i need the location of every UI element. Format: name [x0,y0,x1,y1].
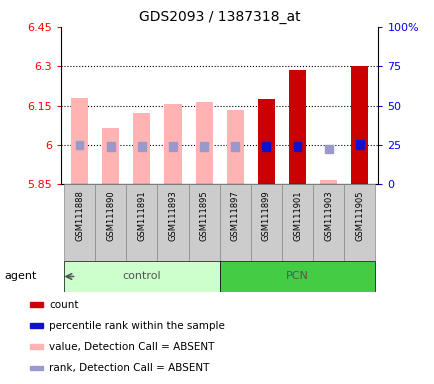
Text: GSM111890: GSM111890 [106,190,115,241]
Bar [64,184,95,261]
Bar [30,366,43,370]
Bar [288,70,306,184]
Text: GSM111905: GSM111905 [355,190,363,241]
Bar [30,323,43,328]
Text: count: count [49,300,78,310]
Bar [200,142,207,151]
Bar [355,140,363,149]
Bar [157,184,188,261]
Title: GDS2093 / 1387318_at: GDS2093 / 1387318_at [138,10,300,25]
Text: rank, Detection Call = ABSENT: rank, Detection Call = ABSENT [49,363,209,373]
Bar [250,184,281,261]
Text: GSM111899: GSM111899 [261,190,270,241]
Bar [138,142,145,151]
Bar [102,128,119,184]
Bar [350,66,368,184]
Text: control: control [122,271,161,281]
Bar [71,98,88,184]
Bar [319,180,336,184]
Bar [281,184,312,261]
Bar [76,141,83,149]
Bar [226,109,243,184]
Text: GSM111903: GSM111903 [323,190,332,241]
Bar [312,184,343,261]
Text: GSM111888: GSM111888 [75,190,84,241]
Bar [107,142,114,151]
Bar [324,145,332,153]
Bar [64,261,219,292]
Text: GSM111901: GSM111901 [293,190,301,241]
Bar [257,99,274,184]
Text: PCN: PCN [286,271,308,281]
Text: GSM111893: GSM111893 [168,190,177,241]
Bar [343,184,375,261]
Text: GSM111895: GSM111895 [199,190,208,241]
Bar [30,344,43,349]
Text: GSM111891: GSM111891 [137,190,146,241]
Bar [231,142,239,151]
Bar [262,142,270,151]
Bar [188,184,219,261]
Bar [195,102,212,184]
Bar [126,184,157,261]
Bar [30,302,43,307]
Bar [293,142,301,151]
Text: agent: agent [4,271,36,281]
Bar [219,261,375,292]
Text: percentile rank within the sample: percentile rank within the sample [49,321,224,331]
Text: value, Detection Call = ABSENT: value, Detection Call = ABSENT [49,342,214,352]
Bar [219,184,250,261]
Text: GSM111897: GSM111897 [230,190,239,241]
Bar [169,142,177,151]
Bar [95,184,126,261]
Bar [164,104,181,184]
Bar [133,114,150,184]
